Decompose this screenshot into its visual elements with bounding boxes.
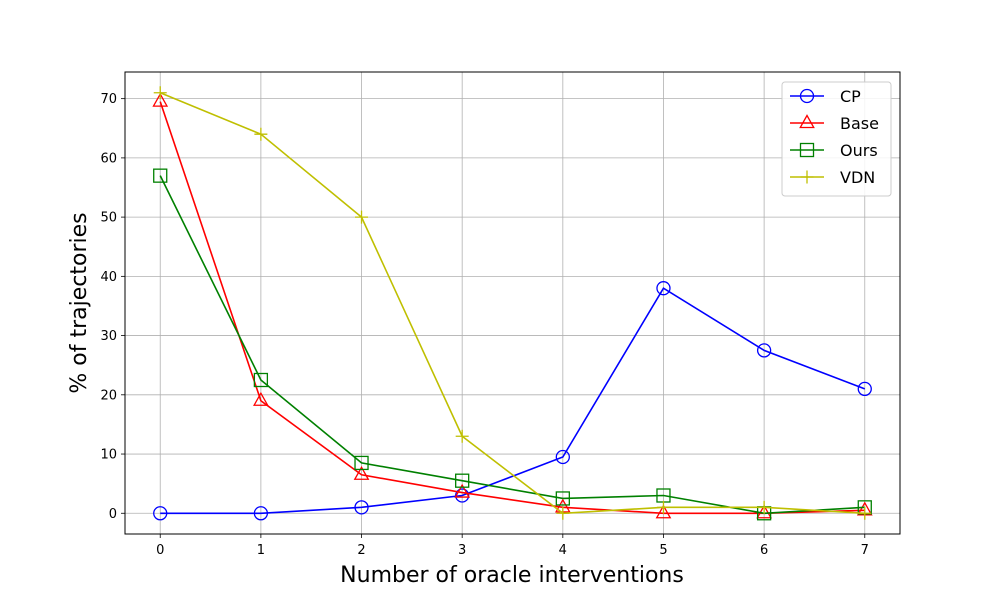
legend-label-cp: CP xyxy=(840,87,861,106)
data-point-vdn xyxy=(153,86,167,100)
x-tick-label: 4 xyxy=(559,543,567,558)
data-point-ours xyxy=(153,168,168,183)
legend-marker-base xyxy=(799,114,815,129)
data-point-base xyxy=(253,391,269,406)
series-vdn xyxy=(153,86,872,520)
data-point-vdn xyxy=(355,210,369,224)
y-tick-label: 10 xyxy=(100,448,117,463)
legend-marker-vdn xyxy=(800,170,814,184)
y-tick-label: 20 xyxy=(100,388,117,403)
data-point-vdn xyxy=(858,506,872,520)
x-tick-label: 3 xyxy=(458,543,466,558)
data-point-cp xyxy=(153,506,168,521)
data-point-vdn xyxy=(757,500,771,514)
data-point-ours xyxy=(354,455,369,471)
y-tick-label: 60 xyxy=(100,151,117,166)
data-point-cp xyxy=(555,449,570,465)
data-point-ours xyxy=(555,491,570,506)
data-point-vdn xyxy=(455,429,469,443)
series-cp xyxy=(153,281,872,521)
data-point-cp xyxy=(656,281,671,296)
series-line-base xyxy=(159,101,865,515)
x-tick-label: 7 xyxy=(861,543,869,558)
x-tick-label: 1 xyxy=(257,543,265,558)
data-point-vdn xyxy=(254,127,268,141)
data-point-vdn xyxy=(556,506,570,520)
data-point-ours xyxy=(455,473,470,488)
y-tick-label: 30 xyxy=(100,329,117,344)
series-layer xyxy=(152,86,873,521)
data-point-cp xyxy=(253,506,269,521)
series-base xyxy=(152,92,873,519)
series-line-cp xyxy=(160,287,866,515)
legend-marker-cp xyxy=(799,88,815,104)
y-tick-label: 50 xyxy=(100,211,117,226)
data-point-base xyxy=(454,483,471,498)
legend-label-base: Base xyxy=(840,114,879,133)
data-point-base xyxy=(756,504,772,519)
legend: CP Base Ours VDN xyxy=(781,81,892,197)
y-tick-label: 0 xyxy=(109,507,117,522)
series-line-vdn xyxy=(159,91,865,515)
legend-label-vdn: VDN xyxy=(840,168,875,187)
grid-lines xyxy=(125,72,900,534)
x-tick-label: 0 xyxy=(156,543,164,558)
data-point-cp xyxy=(857,381,872,397)
data-point-vdn xyxy=(656,500,670,514)
legend-marker-ours xyxy=(799,142,815,158)
x-tick-label: 2 xyxy=(357,543,365,558)
y-tick-label: 40 xyxy=(100,270,117,285)
data-point-cp xyxy=(354,500,369,515)
x-tick-label: 5 xyxy=(659,543,667,558)
y-axis-title: % of trajectories xyxy=(67,212,92,393)
data-point-base xyxy=(353,465,370,480)
x-axis-title: Number of oracle interventions xyxy=(340,563,684,588)
data-point-base xyxy=(152,92,169,107)
data-point-ours xyxy=(253,372,269,388)
series-line-ours xyxy=(159,175,865,515)
data-point-base xyxy=(655,504,672,519)
y-tick-label: 70 xyxy=(100,92,117,107)
plot-area-frame xyxy=(124,71,901,535)
series-ours xyxy=(153,168,872,521)
data-point-cp xyxy=(756,343,772,358)
legend-box xyxy=(781,81,892,197)
x-tick-label: 6 xyxy=(760,543,768,558)
legend-label-ours: Ours xyxy=(840,141,878,160)
